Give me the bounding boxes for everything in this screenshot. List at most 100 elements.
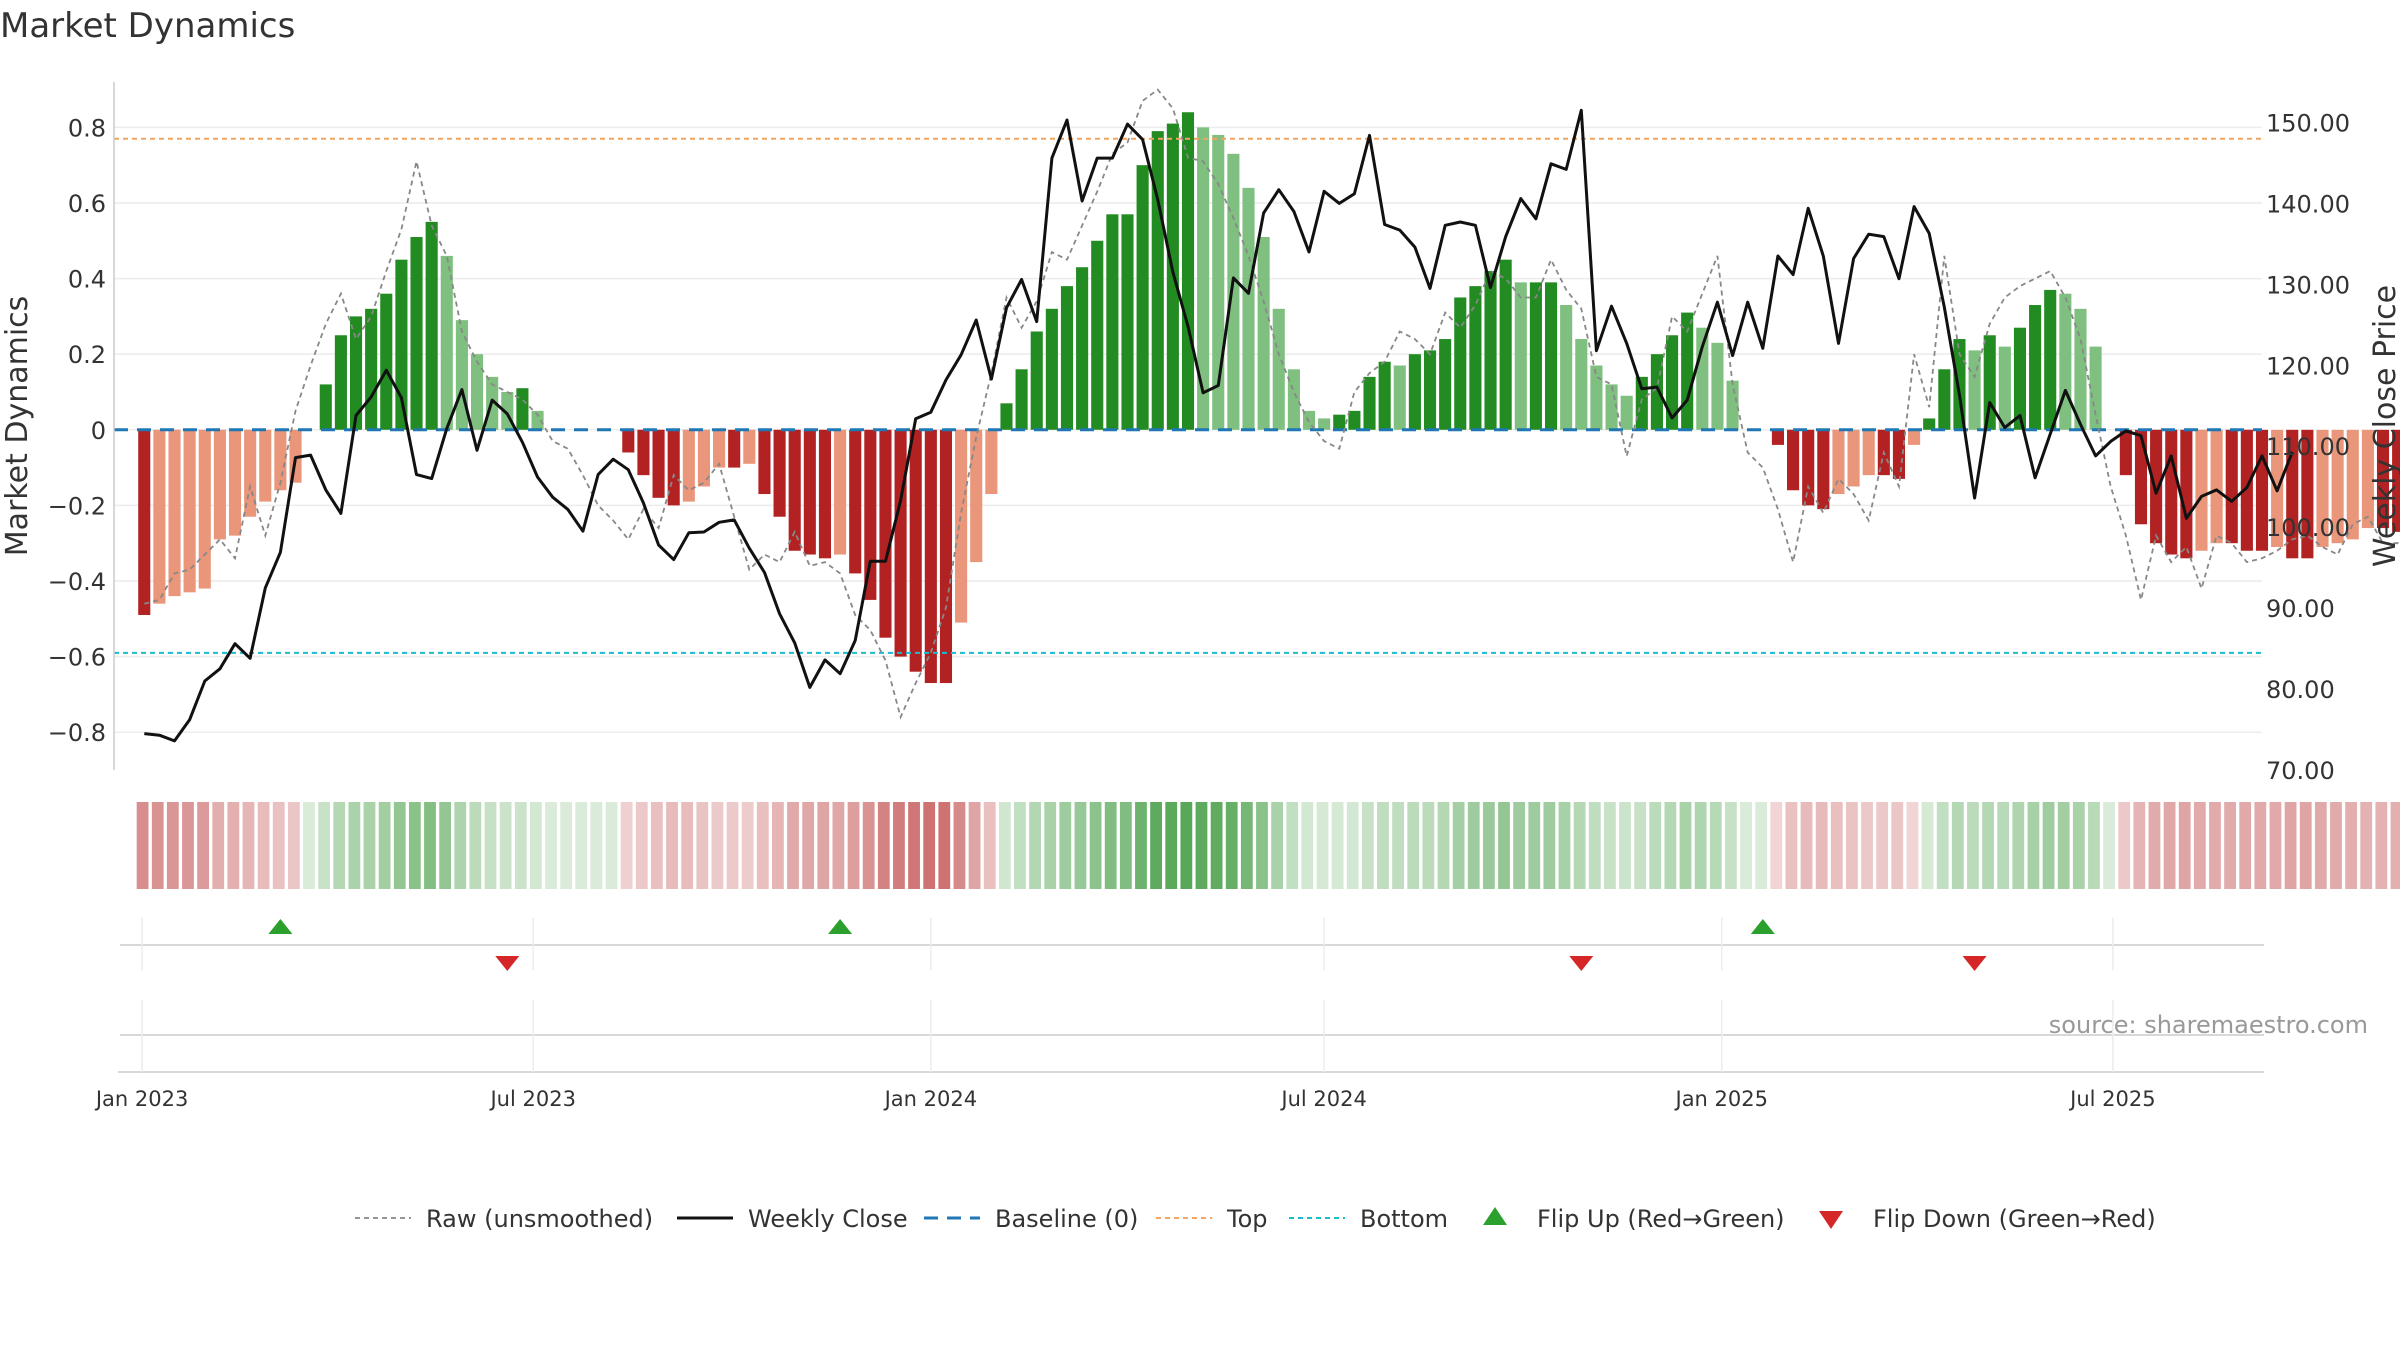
heat-cell bbox=[1044, 802, 1057, 889]
dynamics-bar bbox=[1423, 350, 1437, 430]
dynamics-bar bbox=[349, 316, 363, 430]
heat-cell bbox=[2072, 802, 2085, 889]
heat-cell bbox=[363, 802, 376, 889]
heat-cell bbox=[2345, 802, 2357, 889]
heat-cell bbox=[1846, 802, 1858, 889]
heat-cell bbox=[1543, 802, 1556, 889]
heat-cell bbox=[2193, 802, 2206, 889]
heat-cell bbox=[2042, 802, 2055, 889]
heat-cell bbox=[1467, 802, 1480, 889]
heat-cell bbox=[2133, 802, 2146, 889]
heat-cell bbox=[287, 802, 300, 889]
dynamics-bar bbox=[1832, 429, 1845, 495]
y2-tick-label: 70.00 bbox=[2266, 757, 2335, 785]
heat-cell bbox=[1165, 802, 1178, 889]
x-tick-label: Jan 2025 bbox=[1674, 1087, 1769, 1111]
dynamics-bar bbox=[259, 429, 272, 502]
dynamics-bar bbox=[274, 429, 287, 491]
heat-cell bbox=[1089, 802, 1102, 889]
x-axis-ticks: Jan 2023 Jul 2023 Jan 2024 Jul 2024 Jan 2025… bbox=[94, 1087, 2156, 1111]
heat-cell bbox=[348, 802, 361, 889]
heat-cell bbox=[696, 802, 709, 889]
y-tick-label: 0.6 bbox=[68, 190, 106, 218]
dynamics-bar bbox=[1484, 271, 1497, 430]
heat-cell bbox=[1876, 802, 1889, 889]
heat-cell bbox=[2284, 802, 2297, 889]
dynamics-bar bbox=[667, 429, 680, 506]
dynamics-bar bbox=[773, 429, 786, 517]
heat-cell bbox=[1331, 802, 1344, 889]
x-tick-label: Jul 2025 bbox=[2068, 1087, 2155, 1111]
heat-cell bbox=[1361, 802, 1374, 889]
dynamics-bar bbox=[183, 429, 196, 593]
heat-cell bbox=[1392, 802, 1405, 889]
dynamics-bar bbox=[319, 384, 332, 430]
legend-label: Bottom bbox=[1360, 1205, 1448, 1233]
heat-cell bbox=[1225, 802, 1238, 889]
y2-tick-label: 140.00 bbox=[2266, 190, 2350, 218]
dynamics-bar bbox=[1197, 127, 1210, 430]
dynamics-bar bbox=[2029, 305, 2042, 430]
heat-cell bbox=[1694, 802, 1707, 889]
dynamics-bar bbox=[2376, 429, 2390, 529]
heat-cell bbox=[681, 802, 694, 889]
dynamics-bar bbox=[2150, 429, 2163, 544]
dynamics-bar bbox=[380, 293, 393, 430]
dynamics-bar bbox=[849, 429, 862, 574]
x-tick-label: Jan 2023 bbox=[94, 1087, 189, 1111]
dynamics-bar bbox=[1045, 308, 1058, 430]
heat-cell bbox=[2375, 802, 2388, 889]
dynamics-bar bbox=[1529, 282, 1542, 430]
heat-cell bbox=[1967, 802, 1979, 889]
main-bars bbox=[138, 112, 2400, 684]
dynamics-bar bbox=[1091, 240, 1104, 430]
dynamics-bar bbox=[1439, 339, 1452, 430]
legend-item: Top bbox=[1156, 1205, 1268, 1233]
heat-cell bbox=[923, 802, 936, 889]
heat-cell bbox=[741, 802, 754, 889]
heat-cell bbox=[605, 802, 618, 889]
heat-cell bbox=[832, 802, 845, 889]
dynamics-bar bbox=[713, 429, 726, 468]
heat-cell bbox=[1861, 802, 1873, 889]
dynamics-bar bbox=[1272, 308, 1285, 430]
heat-cell bbox=[802, 802, 815, 889]
dynamics-bar bbox=[1000, 403, 1013, 430]
y-tick-label: −0.6 bbox=[48, 644, 106, 672]
dynamics-bar bbox=[1711, 342, 1724, 430]
heat-cell bbox=[182, 802, 194, 889]
dynamics-bar bbox=[622, 429, 635, 453]
heat-cell bbox=[454, 802, 467, 889]
legend-item: Flip Down (Green→Red) bbox=[1819, 1205, 2156, 1233]
dynamics-bar bbox=[1151, 131, 1164, 430]
heat-cell bbox=[1558, 802, 1571, 889]
y-axis-ticks: −0.8 −0.6 −0.4 −0.2 0 0.2 0.4 0.6 0.8 bbox=[48, 114, 106, 747]
heat-cell bbox=[998, 802, 1011, 889]
heat-cell bbox=[1815, 802, 1828, 889]
heat-cell bbox=[908, 802, 920, 889]
legend-label: Raw (unsmoothed) bbox=[426, 1205, 653, 1233]
flip-down-marker bbox=[1569, 956, 1594, 971]
heat-cell bbox=[1256, 802, 1268, 889]
heat-cell bbox=[953, 802, 966, 889]
x-tick-label: Jul 2024 bbox=[1279, 1087, 1366, 1111]
heat-cell bbox=[1498, 802, 1510, 889]
dynamics-bar bbox=[1802, 429, 1815, 506]
heat-cell bbox=[1316, 802, 1329, 889]
raw-line-group bbox=[144, 88, 2400, 720]
heat-cell bbox=[1150, 802, 1162, 889]
y-axis-label: Market Dynamics bbox=[0, 296, 35, 557]
heat-cell bbox=[620, 802, 633, 889]
dynamics-bar bbox=[1393, 365, 1406, 430]
dynamics-bar bbox=[803, 429, 816, 555]
heat-cell bbox=[1951, 802, 1964, 889]
dynamics-bar bbox=[2134, 429, 2148, 525]
heat-cell bbox=[1740, 802, 1752, 889]
heat-cell bbox=[575, 802, 588, 889]
heat-cell bbox=[2239, 802, 2252, 889]
y-tick-label: −0.8 bbox=[48, 719, 106, 747]
dynamics-bar bbox=[1378, 361, 1391, 430]
heat-cell bbox=[1240, 802, 1253, 889]
heat-cell bbox=[2057, 802, 2070, 889]
weekly-close-line bbox=[144, 108, 2294, 743]
